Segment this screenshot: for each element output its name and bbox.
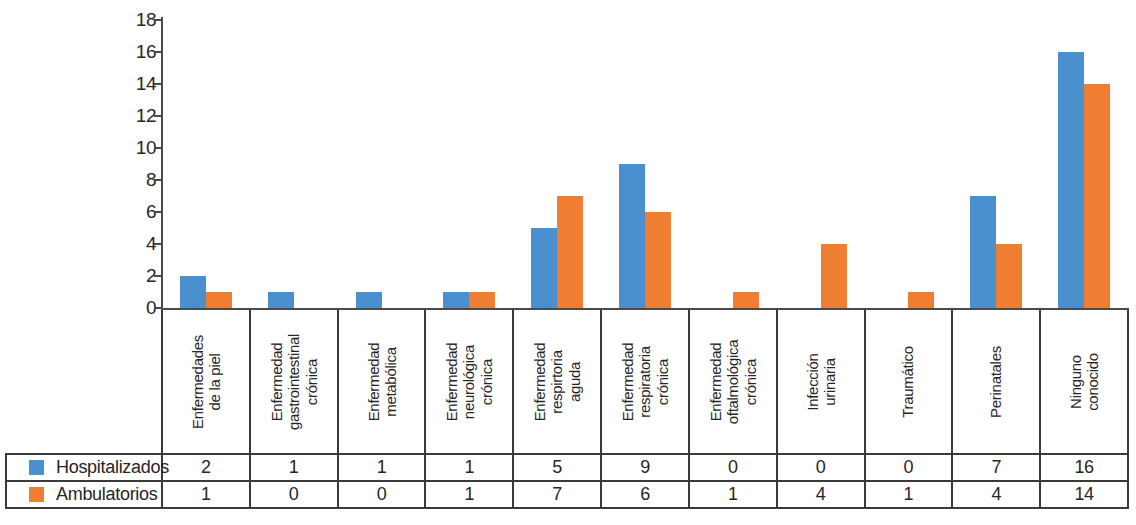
value-cell-ambulatorios-10: 14 (1041, 482, 1129, 509)
legend-label-hospitalizados: Hospitalizados (56, 457, 169, 478)
value-cell-hospitalizados-2: 1 (339, 455, 427, 482)
category-cell-1: Enfermedad gastrointestinal crónica (251, 310, 339, 453)
value-cell-hospitalizados-5: 9 (602, 455, 690, 482)
bar-ambulatorios-3 (469, 292, 495, 308)
hospitalizados-color-swatch (29, 460, 44, 475)
category-label: Enfermedad metabólica (364, 312, 399, 452)
category-label: Enfermedades de la piel (189, 312, 224, 452)
category-cell-10: Ninguno conocido (1041, 310, 1129, 453)
category-label: Enfermedad respiratoria crónica (619, 312, 671, 452)
value-cell-ambulatorios-6: 1 (690, 482, 778, 509)
y-axis-tick-label: 18 (106, 9, 156, 31)
category-label: Enfermedad gastrointestinal crónica (268, 312, 320, 452)
category-cell-5: Enfermedad respiratoria crónica (602, 310, 690, 453)
category-label: Infección urinaria (803, 312, 838, 452)
category-cell-8: Traumático (866, 310, 954, 453)
legend-cell-hospitalizados: Hospitalizados (7, 455, 163, 482)
category-label: Enfermedad oftalmológica crónica (707, 312, 759, 452)
value-cell-hospitalizados-6: 0 (690, 455, 778, 482)
category-cell-2: Enfermedad metabólica (339, 310, 427, 453)
category-axis-labels: Enfermedades de la piel Enfermedad gastro… (161, 310, 1129, 453)
category-label: Enfermedad respirtoria aguda (531, 312, 583, 452)
value-cell-hospitalizados-1: 1 (251, 455, 339, 482)
y-axis-tick-label: 8 (106, 169, 156, 191)
bar-ambulatorios-0 (206, 292, 232, 308)
clustered-bar-chart-figure: 024681012141618 Enfermedades de la pielE… (0, 0, 1136, 525)
value-cell-ambulatorios-5: 6 (602, 482, 690, 509)
bar-ambulatorios-10 (1084, 84, 1110, 308)
value-cell-hospitalizados-9: 7 (953, 455, 1041, 482)
category-cell-4: Enfermedad respirtoria aguda (514, 310, 602, 453)
bar-ambulatorios-8 (908, 292, 934, 308)
y-axis-tick-label: 0 (106, 297, 156, 319)
plot-area (162, 20, 1128, 308)
bar-hospitalizados-3 (443, 292, 469, 308)
bar-hospitalizados-9 (970, 196, 996, 308)
bar-ambulatorios-9 (996, 244, 1022, 308)
category-label: Enfermedad neurológica crónica (443, 312, 495, 452)
category-cell-9: Perinatales (953, 310, 1041, 453)
category-label: Perinatales (988, 312, 1005, 452)
value-cell-ambulatorios-1: 0 (251, 482, 339, 509)
value-cell-hospitalizados-0: 2 (163, 455, 251, 482)
value-cell-hospitalizados-3: 1 (426, 455, 514, 482)
y-axis-tick-label: 4 (106, 233, 156, 255)
category-cell-6: Enfermedad oftalmológica crónica (690, 310, 778, 453)
value-cell-hospitalizados-7: 0 (778, 455, 866, 482)
value-cell-hospitalizados-10: 16 (1041, 455, 1129, 482)
bar-ambulatorios-4 (557, 196, 583, 308)
y-axis-tick-label: 16 (106, 41, 156, 63)
value-cell-ambulatorios-0: 1 (163, 482, 251, 509)
value-cell-ambulatorios-3: 1 (426, 482, 514, 509)
category-cell-7: Infección urinaria (778, 310, 866, 453)
y-axis-tick-label: 10 (106, 137, 156, 159)
bar-hospitalizados-5 (619, 164, 645, 308)
value-cell-ambulatorios-2: 0 (339, 482, 427, 509)
category-cell-3: Enfermedad neurológica crónica (426, 310, 514, 453)
bar-hospitalizados-1 (268, 292, 294, 308)
bar-hospitalizados-2 (356, 292, 382, 308)
y-axis-tick-label: 14 (106, 73, 156, 95)
bar-hospitalizados-4 (531, 228, 557, 308)
bar-hospitalizados-10 (1058, 52, 1084, 308)
bar-ambulatorios-6 (733, 292, 759, 308)
legend-data-table: Hospitalizados211159000716Ambulatorios10… (5, 453, 1129, 509)
category-label: Traumático (900, 312, 917, 452)
legend-label-ambulatorios: Ambulatorios (56, 484, 157, 505)
value-cell-ambulatorios-8: 1 (866, 482, 954, 509)
value-cell-hospitalizados-4: 5 (514, 455, 602, 482)
y-axis-tick-label: 12 (106, 105, 156, 127)
ambulatorios-color-swatch (29, 487, 44, 502)
value-cell-hospitalizados-8: 0 (866, 455, 954, 482)
value-cell-ambulatorios-7: 4 (778, 482, 866, 509)
value-cell-ambulatorios-4: 7 (514, 482, 602, 509)
bar-ambulatorios-5 (645, 212, 671, 308)
bar-ambulatorios-7 (821, 244, 847, 308)
category-label: Ninguno conocido (1067, 312, 1102, 452)
y-axis-tick-label: 2 (106, 265, 156, 287)
bar-hospitalizados-0 (180, 276, 206, 308)
value-cell-ambulatorios-9: 4 (953, 482, 1041, 509)
y-axis-tick-label: 6 (106, 201, 156, 223)
category-cell-0: Enfermedades de la piel (163, 310, 251, 453)
legend-cell-ambulatorios: Ambulatorios (7, 482, 163, 509)
